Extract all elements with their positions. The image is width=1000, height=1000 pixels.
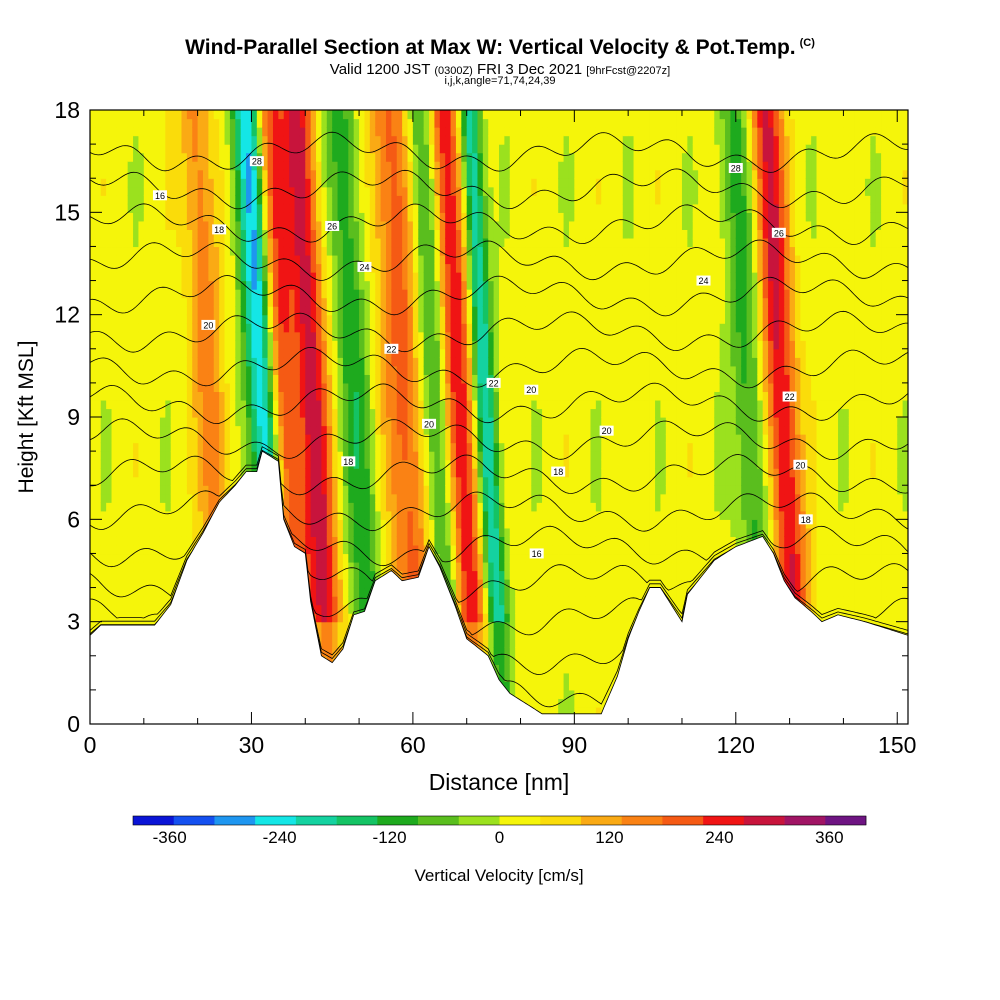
isentrope-label: 20 bbox=[793, 459, 808, 470]
chart-subtitle: Valid 1200 JST (0300Z) FRI 3 Dec 2021 [9… bbox=[0, 61, 1000, 78]
isentrope-line bbox=[90, 310, 908, 353]
isentrope-line bbox=[90, 449, 908, 532]
colorbar-swatch bbox=[743, 816, 785, 825]
colorbar-swatch bbox=[540, 816, 582, 825]
y-tick-label: 15 bbox=[54, 199, 80, 225]
colorbar-swatch bbox=[580, 816, 622, 825]
subtitle-date: FRI 3 Dec 2021 bbox=[477, 61, 583, 78]
colorbar-tick-label: -240 bbox=[263, 828, 297, 847]
isentrope-line bbox=[90, 131, 908, 173]
isentrope-label: 26 bbox=[325, 220, 340, 231]
subtitle-utc: (0300Z) bbox=[434, 65, 473, 77]
x-tick-label: 30 bbox=[239, 732, 265, 758]
y-axis-label: Height [Kft MSL] bbox=[15, 341, 38, 494]
isentrope-label: 24 bbox=[696, 275, 711, 286]
colorbar-tick-label: 120 bbox=[595, 828, 623, 847]
isentrope-line bbox=[90, 239, 908, 281]
colorbar-tick-labels: -360 -240 -120 0 120 240 360 bbox=[153, 828, 844, 847]
colorbar-swatch bbox=[255, 816, 297, 825]
colorbar-swatch bbox=[825, 816, 867, 825]
x-tick-label: 90 bbox=[562, 732, 588, 758]
isentrope-label: 16 bbox=[152, 190, 167, 201]
isentrope-label: 28 bbox=[249, 156, 264, 167]
colorbar-swatch bbox=[621, 816, 663, 825]
colorbar-swatch bbox=[214, 816, 256, 825]
axis-ticks bbox=[89, 109, 908, 725]
colorbar-tick-label: -120 bbox=[373, 828, 407, 847]
isentrope-label: 20 bbox=[524, 384, 539, 395]
isentrope-line bbox=[90, 168, 908, 210]
isentrope-line bbox=[90, 418, 908, 461]
colorbar-swatch bbox=[499, 816, 541, 825]
isentrope-label: 16 bbox=[529, 548, 544, 559]
y-tick-labels: 0 3 6 9 12 15 18 bbox=[54, 97, 80, 737]
x-tick-label: 120 bbox=[717, 732, 755, 758]
colorbar-tick-label: 240 bbox=[705, 828, 733, 847]
colorbar-swatch bbox=[784, 816, 826, 825]
chart-title: Wind-Parallel Section at Max W: Vertical… bbox=[0, 36, 1000, 60]
colorbar-swatch bbox=[133, 816, 175, 825]
chart-indices: i,j,k,angle=71,74,24,39 bbox=[444, 75, 556, 87]
isentrope-label: 28 bbox=[728, 162, 743, 173]
x-axis-label: Distance [nm] bbox=[429, 769, 570, 795]
isentrope-labels: 16 18 20 28 26 24 22 18 20 22 20 18 20 28 26 24 22 20 18 16 bbox=[152, 156, 813, 559]
isentrope-label: 18 bbox=[798, 514, 813, 525]
y-tick-label: 18 bbox=[54, 97, 80, 123]
colorbar-swatch bbox=[703, 816, 745, 825]
title-mark: (C) bbox=[799, 37, 815, 49]
colorbar bbox=[132, 815, 867, 826]
isentrope-line bbox=[90, 203, 908, 245]
x-tick-label: 60 bbox=[400, 732, 426, 758]
colorbar-swatch bbox=[662, 816, 704, 825]
isentrope-label: 20 bbox=[422, 418, 437, 429]
isentrope-label: 18 bbox=[551, 466, 566, 477]
isentrope-label: 24 bbox=[357, 261, 372, 272]
colorbar-tick-label: 360 bbox=[815, 828, 843, 847]
isentrope-label: 18 bbox=[212, 224, 227, 235]
colorbar-swatch bbox=[377, 816, 419, 825]
colorbar-swatch bbox=[458, 816, 500, 825]
colorbar-swatch bbox=[295, 816, 337, 825]
colorbar-frame bbox=[132, 815, 867, 826]
isentrope-label: 22 bbox=[384, 343, 399, 354]
isentrope-line bbox=[90, 453, 908, 568]
colorbar-label: Vertical Velocity [cm/s] bbox=[414, 866, 583, 885]
isentrope-label: 22 bbox=[486, 377, 501, 388]
isentrope-line bbox=[90, 346, 908, 389]
x-tick-label: 150 bbox=[878, 732, 916, 758]
isentrope-label: 26 bbox=[771, 227, 786, 238]
isentrope-line bbox=[90, 446, 908, 496]
colorbar-tick-label: 0 bbox=[495, 828, 504, 847]
colorbar-tick-label: -360 bbox=[153, 828, 187, 847]
y-tick-label: 6 bbox=[67, 506, 80, 532]
subtitle-forecast: [9hrFcst@2207z] bbox=[586, 65, 671, 77]
isentrope-line bbox=[90, 382, 908, 425]
colorbar-swatch bbox=[173, 816, 215, 825]
terrain bbox=[89, 450, 909, 725]
isentrope-label: 22 bbox=[782, 391, 797, 402]
isentrope-line bbox=[90, 275, 908, 317]
subtitle-valid: Valid 1200 JST bbox=[329, 61, 431, 78]
y-tick-label: 3 bbox=[67, 609, 80, 635]
chart-title-text: Wind-Parallel Section at Max W: Vertical… bbox=[185, 36, 796, 59]
isentrope-label: 18 bbox=[341, 456, 356, 467]
isentrope-label: 20 bbox=[599, 425, 614, 436]
colorbar-swatch bbox=[336, 816, 378, 825]
x-tick-label: 0 bbox=[84, 732, 97, 758]
colorbar-swatch bbox=[418, 816, 460, 825]
y-tick-label: 0 bbox=[67, 711, 80, 737]
isentrope-label: 20 bbox=[201, 319, 216, 330]
x-tick-labels: 0 30 60 90 120 150 bbox=[84, 732, 917, 758]
y-tick-label: 9 bbox=[67, 404, 80, 430]
y-tick-label: 12 bbox=[54, 302, 80, 328]
